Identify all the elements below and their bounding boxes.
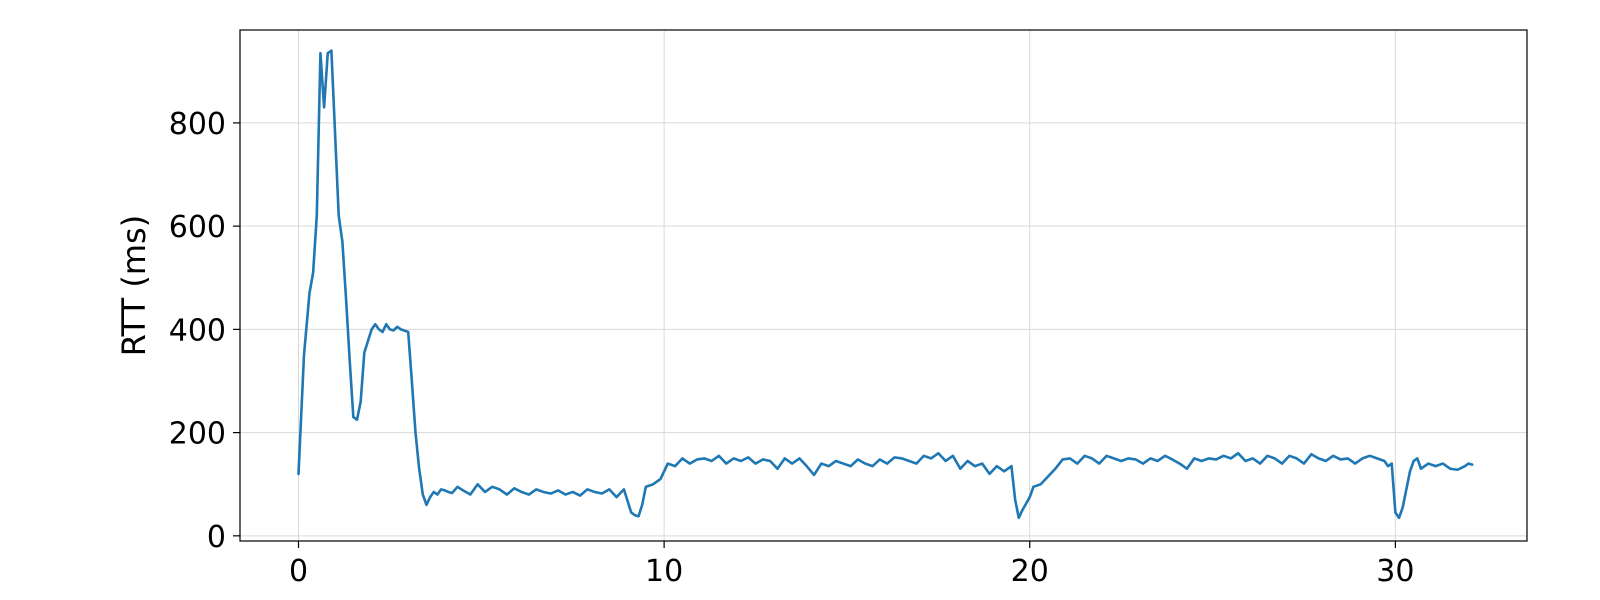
axis-ticks: 0 10 20 30 0 200 400 600 800 <box>169 107 1415 589</box>
y-tick-label: 400 <box>169 313 226 348</box>
x-tick-label: 0 <box>289 554 308 589</box>
rtt-series-line <box>297 49 1474 520</box>
y-tick-label: 800 <box>169 107 226 142</box>
y-axis-label: RTT (ms) <box>115 215 153 356</box>
series-layer <box>297 49 1474 520</box>
y-tick-label: 200 <box>169 417 226 452</box>
x-tick-label: 10 <box>645 554 683 589</box>
x-tick-label: 30 <box>1376 554 1414 589</box>
gridlines <box>240 30 1527 541</box>
y-tick-label: 600 <box>169 210 226 245</box>
x-tick-label: 20 <box>1011 554 1049 589</box>
y-tick-label: 0 <box>207 520 226 555</box>
plot-area-frame <box>239 29 1528 542</box>
